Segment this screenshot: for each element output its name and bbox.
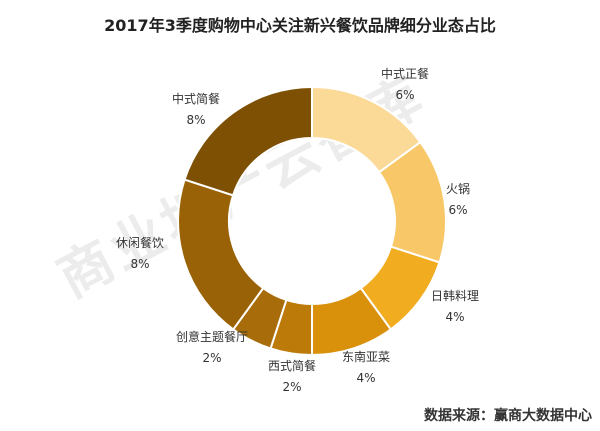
slice-label-name: 创意主题餐厅 bbox=[176, 329, 248, 344]
slice-label-value: 4% bbox=[356, 371, 375, 385]
donut-slices bbox=[177, 85, 447, 357]
slice-label-value: 4% bbox=[445, 310, 464, 324]
slice-label-value: 8% bbox=[186, 113, 205, 127]
slice-label-name: 东南亚菜 bbox=[342, 349, 390, 364]
slice-label-value: 2% bbox=[282, 380, 301, 394]
slice-label-name: 日韩料理 bbox=[431, 288, 479, 303]
slice-label-name: 火锅 bbox=[446, 181, 470, 196]
slice-label-value: 6% bbox=[448, 203, 467, 217]
slice-8 bbox=[183, 85, 313, 197]
chart-title: 2017年3季度购物中心关注新兴餐饮品牌细分业态占比 bbox=[104, 16, 496, 35]
slice-label-value: 8% bbox=[130, 257, 149, 271]
slice-label-value: 2% bbox=[202, 351, 221, 365]
slice-labels: 中式正餐 6% 火锅 6% 日韩料理 4% 东南亚菜 4% 西式简餐 2% 创意主题餐厅 2% 休闲餐饮… bbox=[116, 66, 479, 394]
slice-label-name: 中式正餐 bbox=[381, 66, 429, 81]
slice-label-name: 西式简餐 bbox=[268, 358, 316, 373]
slice-label-name: 中式简餐 bbox=[172, 91, 220, 106]
slice-7 bbox=[177, 178, 265, 331]
slice-label-value: 6% bbox=[395, 88, 414, 102]
source-note: 数据来源：赢商大数据中心 bbox=[424, 408, 592, 424]
slice-label-name: 休闲餐饮 bbox=[116, 235, 164, 250]
